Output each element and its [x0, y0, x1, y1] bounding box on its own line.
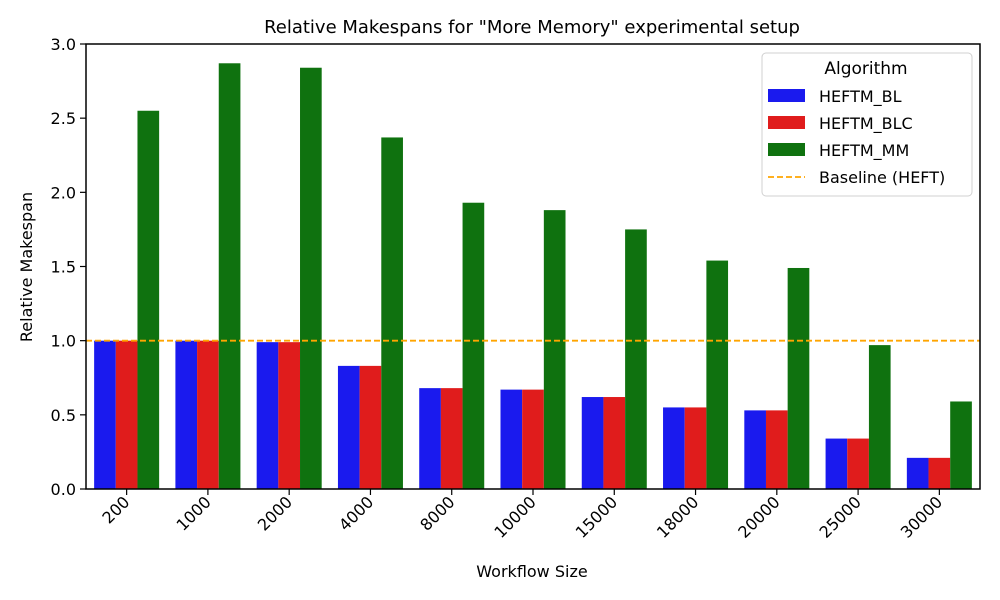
bar-heftm-mm-4000: [381, 137, 403, 489]
x-tick-label: 25000: [815, 492, 864, 541]
legend-label-heftm-mm: HEFTM_MM: [819, 141, 909, 161]
bar-heftm-bl-20000: [744, 410, 766, 489]
bars-group: [94, 63, 972, 490]
bar-heftm-mm-10000: [543, 210, 566, 489]
legend-label-baseline: Baseline (HEFT): [819, 168, 945, 187]
bar-heftm-blc-4000: [359, 365, 382, 489]
x-tick-label: 15000: [572, 492, 621, 541]
legend-swatch-heftm-mm: [768, 143, 805, 156]
bar-heftm-bl-15000: [581, 397, 604, 489]
x-tick-label: 2000: [254, 492, 296, 534]
bar-heftm-mm-20000: [787, 267, 810, 489]
bar-heftm-bl-18000: [663, 407, 685, 489]
legend-frame: [761, 52, 973, 197]
x-tick-label: 8000: [416, 492, 458, 534]
bar-heftm-blc-25000: [847, 438, 869, 489]
bar-heftm-blc-200: [115, 340, 138, 489]
bar-heftm-mm-18000: [706, 260, 729, 489]
bar-heftm-blc-8000: [440, 388, 463, 489]
bar-heftm-bl-4000: [337, 365, 360, 489]
x-tick-label: 20000: [734, 492, 783, 541]
bar-heftm-blc-15000: [603, 397, 626, 489]
x-ticks-group: 200 1000 2000 4000 8000 10000 15000 18000 20000 2…: [98, 489, 946, 542]
x-tick-label: 30000: [897, 492, 946, 541]
bar-heftm-blc-1000: [197, 340, 219, 489]
x-tick-label: 200: [98, 492, 133, 527]
legend: Algorithm HEFTM_BL HEFTM_BLC HEFTM_MM Ba…: [761, 52, 973, 197]
x-tick-label: 4000: [335, 492, 377, 534]
y-tick-label: 3.0: [51, 35, 76, 54]
y-ticks-group: 0.0 0.5 1.0 1.5 2.0 2.5 3.0: [51, 35, 86, 499]
bar-heftm-bl-2000: [256, 342, 279, 489]
y-tick-label: 0.5: [51, 406, 76, 425]
legend-swatch-heftm-blc: [768, 116, 805, 129]
y-tick-label: 2.0: [51, 183, 76, 202]
bar-heftm-blc-20000: [765, 410, 788, 489]
x-tick-label: 1000: [173, 492, 215, 534]
legend-label-heftm-bl: HEFTM_BL: [819, 87, 902, 107]
bar-heftm-blc-30000: [928, 457, 951, 489]
x-tick-label: 18000: [653, 492, 702, 541]
bar-heftm-bl-200: [94, 340, 116, 489]
bar-heftm-bl-30000: [906, 457, 929, 489]
bar-heftm-blc-2000: [278, 342, 301, 489]
bar-heftm-bl-25000: [825, 438, 848, 489]
bar-heftm-mm-15000: [625, 229, 647, 490]
bar-heftm-mm-30000: [950, 401, 972, 489]
bar-heftm-bl-1000: [175, 340, 198, 489]
y-axis-label: Relative Makespan: [17, 192, 36, 342]
chart-title: Relative Makespans for "More Memory" exp…: [264, 17, 800, 38]
bar-heftm-blc-10000: [522, 389, 544, 489]
legend-swatch-heftm-bl: [768, 89, 805, 102]
x-axis-label: Workflow Size: [476, 562, 587, 581]
bar-heftm-bl-10000: [500, 389, 523, 489]
y-tick-label: 0.0: [51, 480, 76, 499]
x-tick-label: 10000: [490, 492, 539, 541]
y-tick-label: 2.5: [51, 109, 76, 128]
bar-heftm-mm-8000: [462, 202, 485, 489]
legend-title: Algorithm: [824, 59, 907, 79]
bar-heftm-mm-200: [137, 110, 160, 489]
legend-label-heftm-blc: HEFTM_BLC: [819, 114, 913, 134]
bar-heftm-mm-1000: [218, 63, 241, 489]
bar-heftm-mm-25000: [868, 345, 891, 489]
bar-heftm-bl-8000: [419, 388, 441, 489]
bar-heftm-mm-2000: [300, 67, 322, 489]
y-tick-label: 1.0: [51, 332, 76, 351]
bar-heftm-blc-18000: [684, 407, 707, 489]
y-tick-label: 1.5: [51, 258, 76, 277]
